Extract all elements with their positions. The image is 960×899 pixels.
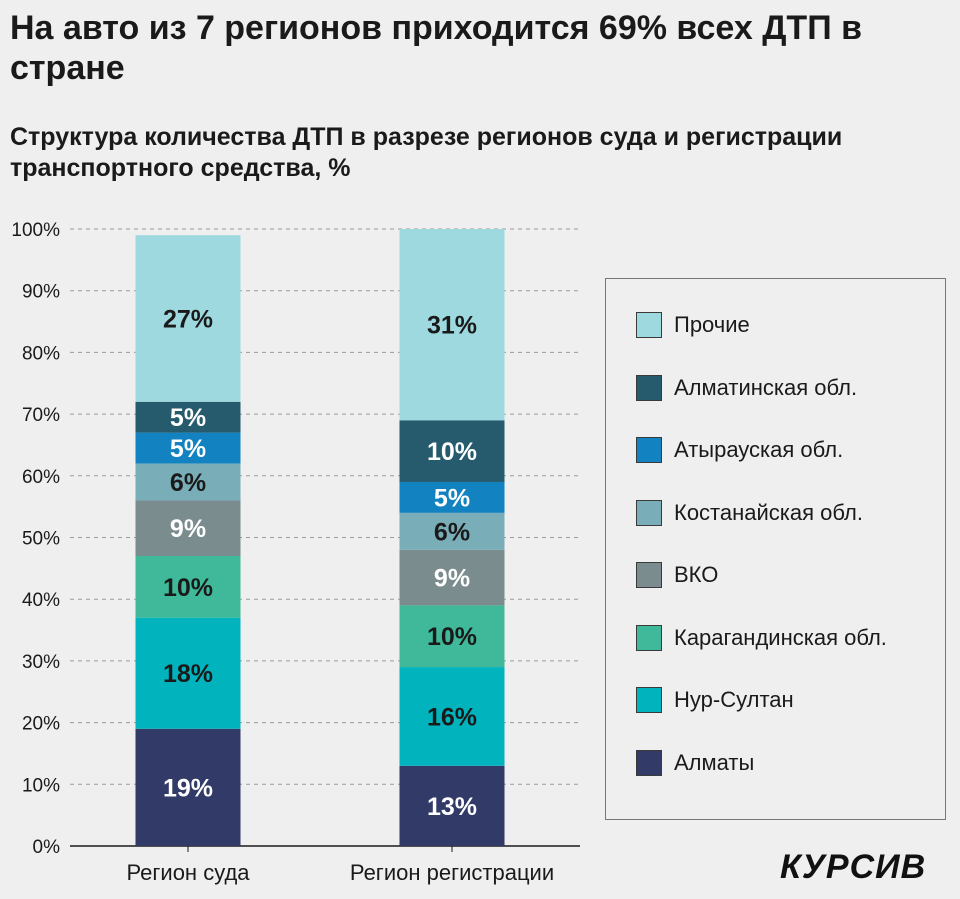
legend-item: Нур-Султан xyxy=(636,686,794,714)
legend-label: Прочие xyxy=(674,312,750,337)
chart-legend: Прочие Алматинская обл. Атырауская обл. Кос… xyxy=(605,278,946,820)
data-label: 10% xyxy=(427,623,477,651)
bar-segment xyxy=(135,500,241,557)
data-label: 6% xyxy=(434,518,470,546)
chart-title: На авто из 7 регионов приходится 69% все… xyxy=(10,9,862,87)
bar-segment xyxy=(399,481,505,513)
legend-label: ВКО xyxy=(674,562,719,587)
legend-item: Карагандинская обл. xyxy=(636,624,887,652)
data-label: 5% xyxy=(434,484,470,512)
legend-label: Алматы xyxy=(674,749,755,775)
data-label: 27% xyxy=(163,305,213,333)
data-label: 5% xyxy=(170,435,206,463)
legend-label: Алматинская обл. xyxy=(674,374,858,400)
legend-label: Костанайская обл. xyxy=(674,499,863,525)
y-tick-label: 60% xyxy=(22,467,60,488)
bar-segment xyxy=(399,549,505,606)
data-label: 6% xyxy=(170,469,206,497)
legend-item: Костанайская обл. xyxy=(636,499,863,527)
y-tick-label: 50% xyxy=(22,529,60,550)
bar-segment xyxy=(135,617,241,729)
legend-item: Атырауская обл. xyxy=(636,436,843,464)
y-tick-label: 0% xyxy=(33,837,61,858)
y-tick-label: 20% xyxy=(22,714,60,735)
bar-segment xyxy=(135,556,241,618)
data-label: 13% xyxy=(427,793,477,821)
legend-swatch xyxy=(636,749,662,776)
bar-segment xyxy=(135,432,241,464)
bar-segment xyxy=(399,229,505,421)
legend-swatch xyxy=(636,437,662,463)
data-label: 31% xyxy=(427,312,477,340)
legend-label: Атырауская обл. xyxy=(674,437,844,462)
bar-segment xyxy=(135,728,241,846)
legend-label: Нур-Султан xyxy=(674,687,794,712)
kursiv-logo: КУРСИВ xyxy=(780,848,927,886)
legend-swatch xyxy=(636,312,662,338)
bar-segment xyxy=(399,667,505,766)
legend-swatch xyxy=(636,499,662,526)
legend-swatch xyxy=(636,624,662,651)
y-tick-label: 10% xyxy=(22,775,60,796)
y-tick-label: 90% xyxy=(22,282,60,303)
data-label: 16% xyxy=(427,703,477,731)
data-label: 9% xyxy=(434,565,470,593)
bar-segment xyxy=(135,401,241,433)
bar-segment xyxy=(135,235,241,402)
data-label: 19% xyxy=(163,774,213,802)
legend-swatch xyxy=(636,374,662,401)
bar-segment xyxy=(135,463,241,501)
y-tick-label: 30% xyxy=(22,652,60,673)
legend-item: ВКО xyxy=(636,561,718,589)
legend-swatch xyxy=(636,687,662,713)
y-tick-label: 40% xyxy=(22,590,60,611)
legend-item: Алматы xyxy=(636,749,754,777)
chart-subtitle: Структура количества ДТП в разрезе регио… xyxy=(10,123,843,182)
data-label: 10% xyxy=(427,438,477,466)
data-label: 5% xyxy=(170,404,206,432)
legend-item: Прочие xyxy=(636,311,750,339)
bar-segment xyxy=(399,765,505,846)
data-label: 10% xyxy=(163,574,213,602)
y-tick-label: 70% xyxy=(22,405,60,426)
category-label: Регион регистрации xyxy=(350,860,554,885)
data-label: 18% xyxy=(163,660,213,688)
bar-segment xyxy=(399,420,505,482)
bar-segment xyxy=(399,605,505,668)
y-tick-label: 80% xyxy=(22,343,60,364)
bar-segment xyxy=(399,512,505,550)
legend-swatch xyxy=(636,562,662,588)
legend-label: Карагандинская обл. xyxy=(674,624,887,650)
y-tick-label: 100% xyxy=(11,220,60,241)
data-label: 9% xyxy=(170,515,206,543)
category-label: Регион суда xyxy=(126,860,250,885)
legend-item: Алматинская обл. xyxy=(636,374,857,402)
